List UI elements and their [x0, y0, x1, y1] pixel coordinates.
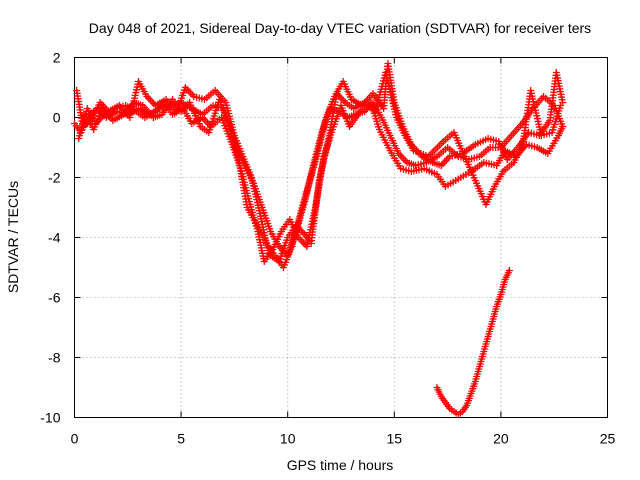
x-tick-label: 20: [493, 431, 509, 447]
chart-title: Day 048 of 2021, Sidereal Day-to-day VTE…: [89, 20, 591, 36]
series-trace-c: [75, 99, 567, 265]
x-axis-title: GPS time / hours: [287, 457, 394, 473]
y-tick-label: -8: [48, 350, 61, 366]
data-point: [559, 123, 567, 130]
x-tick-label: 10: [280, 431, 296, 447]
y-axis-title: SDTVAR / TECUs: [5, 181, 21, 293]
data-points: [71, 60, 567, 418]
y-tick-label: -6: [48, 290, 61, 306]
series-trace-d: [81, 69, 565, 265]
y-tick-label: 2: [53, 50, 61, 66]
y-tick-label: 0: [53, 110, 61, 126]
x-tick-label: 25: [600, 431, 616, 447]
plot-frame: [74, 57, 608, 418]
x-tick-label: 15: [387, 431, 403, 447]
y-tick-label: -4: [48, 230, 61, 246]
data-point: [505, 267, 513, 274]
x-tick-label: 0: [71, 431, 79, 447]
y-tick-label: -10: [40, 410, 60, 426]
x-tick-label: 5: [177, 431, 185, 447]
series-trace-e: [433, 267, 513, 418]
data-point: [557, 102, 565, 109]
y-tick-label: -2: [48, 170, 61, 186]
tick-labels: 0 5 10 15 20 25 -10 -8 -6 -4 -2 0 2: [40, 50, 615, 447]
